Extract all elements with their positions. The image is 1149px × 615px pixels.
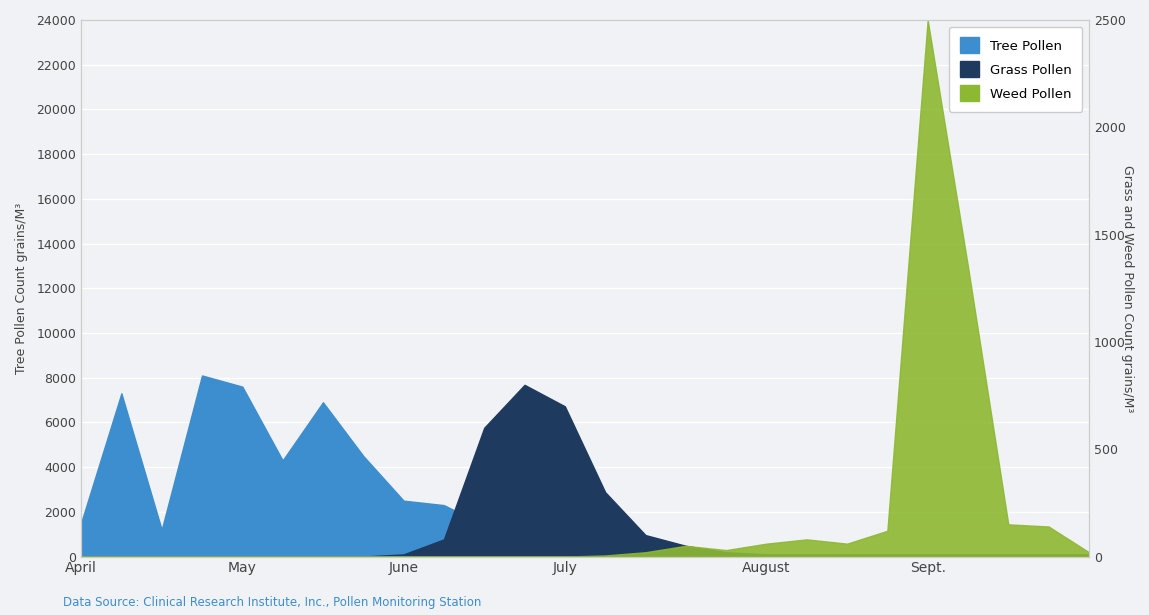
Y-axis label: Grass and Weed Pollen Count grains/M³: Grass and Weed Pollen Count grains/M³ (1121, 165, 1134, 412)
Legend: Tree Pollen, Grass Pollen, Weed Pollen: Tree Pollen, Grass Pollen, Weed Pollen (949, 26, 1082, 112)
Y-axis label: Tree Pollen Count grains/M³: Tree Pollen Count grains/M³ (15, 203, 28, 374)
Text: Data Source: Clinical Research Institute, Inc., Pollen Monitoring Station: Data Source: Clinical Research Institute… (63, 596, 481, 609)
